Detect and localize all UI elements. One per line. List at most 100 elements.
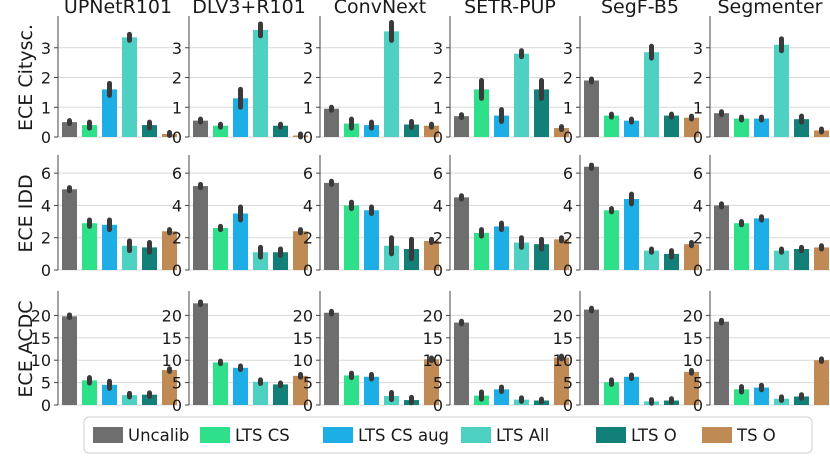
bar-dlv3-r101-ece-citysc-lts-cs — [213, 125, 228, 137]
y-tick-label: 4 — [563, 196, 573, 215]
bar-upnetr101-ece-acdc-lts-cs-aug — [102, 384, 117, 405]
bar-segf-b5-ece-acdc-uncalib — [584, 309, 599, 405]
bar-setr-pup-ece-idd-uncalib — [454, 197, 469, 270]
panel-setr-pup-ece-idd: 0 2 4 6 — [433, 155, 570, 280]
y-tick-label: 20 — [683, 306, 703, 325]
bar-upnetr101-ece-idd-lts-cs — [82, 223, 97, 270]
bar-segmenter-ece-idd-ts-o — [814, 247, 829, 270]
y-tick-label: 0 — [303, 396, 313, 415]
bar-convnext-ece-idd-ts-o — [424, 240, 439, 270]
legend-label-lts-all: LTS All — [496, 426, 549, 445]
legend-label-lts-cs-aug: LTS CS aug — [358, 426, 449, 445]
y-tick-label: 5 — [303, 374, 313, 393]
y-tick-label: 0 — [433, 261, 443, 280]
bar-upnetr101-ece-acdc-uncalib — [62, 316, 77, 405]
bar-convnext-ece-idd-lts-cs — [344, 205, 359, 270]
bar-segf-b5-ece-idd-lts-o — [664, 253, 679, 270]
legend-swatch-lts-all — [461, 427, 491, 443]
y-tick-label: 10 — [31, 351, 51, 370]
legend-swatch-lts-cs — [200, 427, 230, 443]
bar-upnetr101-ece-idd-lts-all — [122, 245, 137, 270]
bar-dlv3-r101-ece-citysc-lts-o — [273, 125, 288, 137]
y-tick-label: 2 — [693, 229, 703, 248]
bar-convnext-ece-citysc-lts-cs-aug — [364, 125, 379, 137]
bar-dlv3-r101-ece-idd-lts-cs-aug — [233, 213, 248, 270]
bar-setr-pup-ece-citysc-lts-o — [534, 89, 549, 137]
legend-swatch-lts-cs-aug — [323, 427, 353, 443]
y-tick-label: 6 — [303, 164, 313, 183]
bar-dlv3-r101-ece-idd-lts-all — [253, 252, 268, 270]
y-tick-label: 0 — [563, 261, 573, 280]
y-tick-label: 3 — [41, 39, 51, 58]
y-tick-label: 0 — [563, 128, 573, 147]
bar-setr-pup-ece-acdc-ts-o — [554, 357, 569, 405]
panel-segf-b5-ece-idd: 0 2 4 6 — [563, 155, 700, 280]
bar-segmenter-ece-idd-lts-all — [774, 250, 789, 270]
bar-segmenter-ece-idd-lts-o — [794, 249, 809, 270]
y-tick-label: 0 — [433, 396, 443, 415]
y-tick-label: 2 — [41, 229, 51, 248]
legend-frame — [83, 416, 813, 454]
bar-segmenter-ece-acdc-lts-cs-aug — [754, 387, 769, 405]
y-tick-label: 2 — [303, 229, 313, 248]
y-tick-label: 5 — [41, 374, 51, 393]
panel-segmenter-ece-idd: 0 2 4 6 — [693, 155, 830, 280]
y-tick-label: 0 — [172, 128, 182, 147]
y-tick-label: 3 — [303, 39, 313, 58]
y-tick-label: 2 — [563, 69, 573, 88]
bar-segf-b5-ece-idd-ts-o — [684, 244, 699, 270]
bar-segmenter-ece-idd-lts-cs-aug — [754, 218, 769, 270]
bar-segf-b5-ece-citysc-lts-o — [664, 115, 679, 137]
y-tick-label: 20 — [31, 306, 51, 325]
legend-label-uncalib: Uncalib — [128, 426, 189, 445]
bar-convnext-ece-acdc-uncalib — [324, 312, 339, 405]
bar-setr-pup-ece-idd-lts-all — [514, 242, 529, 270]
y-tick-label: 10 — [423, 351, 443, 370]
y-tick-label: 0 — [693, 261, 703, 280]
y-tick-label: 2 — [303, 69, 313, 88]
panel-setr-pup-ece-citysc: 0 1 2 3 — [433, 16, 570, 147]
bar-segf-b5-ece-idd-uncalib — [584, 166, 599, 270]
panel-setr-pup-ece-acdc: 0 5 10 15 20 — [423, 291, 570, 415]
bar-setr-pup-ece-citysc-lts-cs-aug — [494, 115, 509, 137]
bar-upnetr101-ece-acdc-lts-all — [122, 395, 137, 405]
bar-segmenter-ece-idd-lts-cs — [734, 223, 749, 270]
panel-convnext-ece-acdc: 0 5 10 15 20 — [293, 291, 440, 415]
bar-segf-b5-ece-acdc-lts-cs — [604, 382, 619, 405]
panel-convnext-ece-idd: 0 2 4 6 — [303, 155, 440, 280]
bar-dlv3-r101-ece-acdc-lts-cs-aug — [233, 367, 248, 405]
panel-upnetr101-ece-citysc: 0 1 2 3 — [41, 16, 178, 147]
bar-segmenter-ece-acdc-uncalib — [714, 321, 729, 405]
row-label-ece-acdc: ECE ACDC — [15, 300, 37, 397]
bar-convnext-ece-acdc-lts-cs — [344, 375, 359, 405]
bar-setr-pup-ece-citysc-ts-o — [554, 128, 569, 137]
bar-convnext-ece-idd-lts-cs-aug — [364, 210, 379, 270]
bar-segf-b5-ece-acdc-ts-o — [684, 371, 699, 405]
legend-label-ts-o: TS O — [736, 426, 776, 445]
bar-setr-pup-ece-idd-lts-cs-aug — [494, 226, 509, 270]
bar-upnetr101-ece-citysc-lts-cs — [82, 125, 97, 137]
bar-segf-b5-ece-citysc-lts-cs — [604, 115, 619, 137]
panel-dlv3-r101-ece-idd: 0 2 4 6 — [172, 155, 309, 280]
panel-segmenter-ece-acdc: 0 5 10 15 20 — [683, 291, 830, 415]
bar-segmenter-ece-citysc-uncalib — [714, 113, 729, 137]
y-tick-label: 1 — [303, 98, 313, 117]
bar-dlv3-r101-ece-acdc-lts-cs — [213, 362, 228, 405]
y-tick-label: 4 — [172, 196, 182, 215]
bar-dlv3-r101-ece-citysc-lts-all — [253, 29, 268, 137]
y-tick-label: 0 — [41, 128, 51, 147]
y-tick-label: 10 — [683, 351, 703, 370]
y-tick-label: 4 — [41, 196, 51, 215]
y-tick-label: 1 — [172, 98, 182, 117]
panel-upnetr101-ece-acdc: 0 5 10 15 20 — [31, 291, 178, 415]
bar-segf-b5-ece-acdc-lts-cs-aug — [624, 376, 639, 405]
y-tick-label: 6 — [41, 164, 51, 183]
y-tick-label: 3 — [693, 39, 703, 58]
panel-segf-b5-ece-acdc: 0 5 10 15 20 — [553, 291, 700, 415]
bar-setr-pup-ece-citysc-lts-cs — [474, 89, 489, 137]
bar-segmenter-ece-acdc-lts-cs — [734, 389, 749, 405]
row-label-ece-citysc: ECE Citysc. — [15, 24, 37, 131]
bar-segf-b5-ece-citysc-uncalib — [584, 80, 599, 137]
y-tick-label: 5 — [563, 374, 573, 393]
